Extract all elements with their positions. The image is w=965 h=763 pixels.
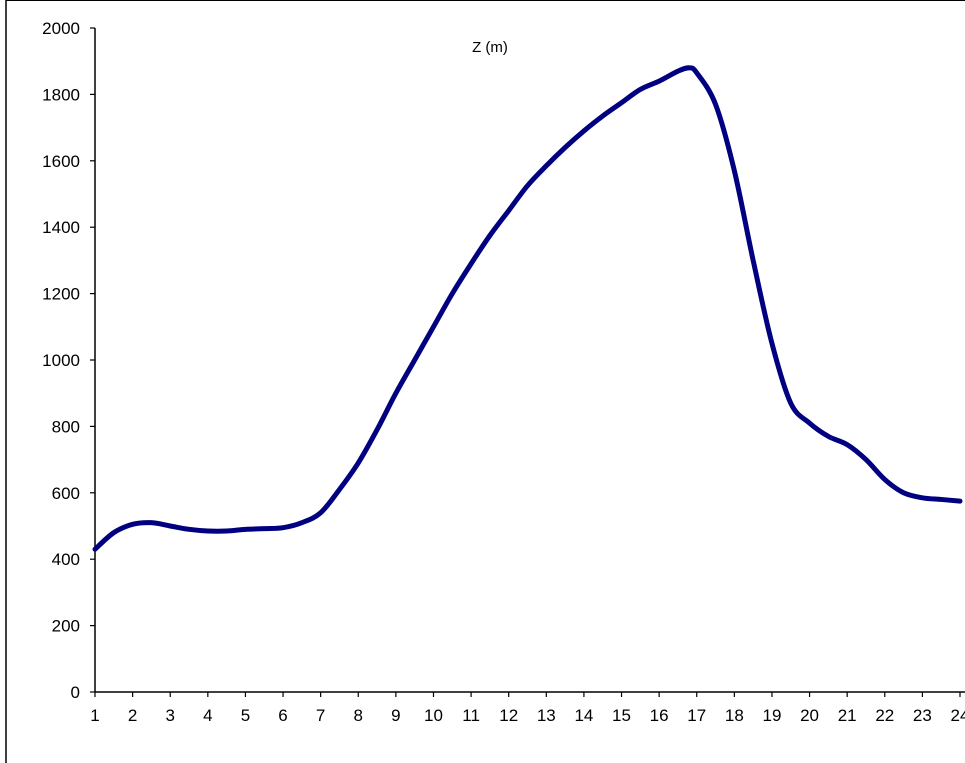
- x-tick-label: 24: [951, 706, 965, 725]
- x-tick-label: 8: [354, 706, 363, 725]
- y-axis-ticks: 0 200 400 600 800 1000 1200 1400 1600 1800 2000: [42, 19, 95, 702]
- x-tick-label: 2: [128, 706, 137, 725]
- y-tick-label: 1800: [42, 85, 80, 104]
- y-tick-label: 1000: [42, 351, 80, 370]
- y-tick-label: 800: [52, 417, 80, 436]
- x-tick-label: 1: [90, 706, 99, 725]
- x-tick-label: 7: [316, 706, 325, 725]
- x-tick-label: 13: [537, 706, 556, 725]
- y-tick-label: 0: [71, 683, 80, 702]
- x-tick-label: 19: [762, 706, 781, 725]
- y-tick-label: 1600: [42, 152, 80, 171]
- y-tick-label: 1200: [42, 285, 80, 304]
- x-tick-label: 15: [612, 706, 631, 725]
- x-tick-label: 3: [165, 706, 174, 725]
- series-line: [92, 65, 963, 552]
- x-tick-label: 10: [424, 706, 443, 725]
- x-axis-ticks: 1 2 3 4 5 6 7 8 9 10 11 12 13 14 15 16 17 18 19 20 21 22 23 24: [90, 692, 965, 725]
- x-tick-label: 14: [574, 706, 593, 725]
- y-tick-label: 2000: [42, 19, 80, 38]
- x-tick-label: 11: [462, 706, 480, 725]
- x-tick-label: 4: [203, 706, 212, 725]
- y-tick-label: 1400: [42, 218, 80, 237]
- x-tick-label: 6: [278, 706, 287, 725]
- y-tick-label: 600: [52, 484, 80, 503]
- x-tick-label: 23: [913, 706, 932, 725]
- x-tick-label: 18: [725, 706, 744, 725]
- y-tick-label: 200: [52, 617, 80, 636]
- x-tick-label: 12: [499, 706, 518, 725]
- x-tick-label: 20: [800, 706, 819, 725]
- x-tick-label: 21: [838, 706, 857, 725]
- chart-title: Z (m): [472, 39, 508, 56]
- y-tick-label: 400: [52, 550, 80, 569]
- series-group: [92, 65, 963, 552]
- axes-group: [94, 28, 965, 693]
- x-tick-label: 5: [241, 706, 250, 725]
- x-tick-label: 9: [391, 706, 400, 725]
- x-tick-label: 17: [687, 706, 706, 725]
- x-tick-label: 16: [650, 706, 669, 725]
- x-tick-label: 22: [875, 706, 894, 725]
